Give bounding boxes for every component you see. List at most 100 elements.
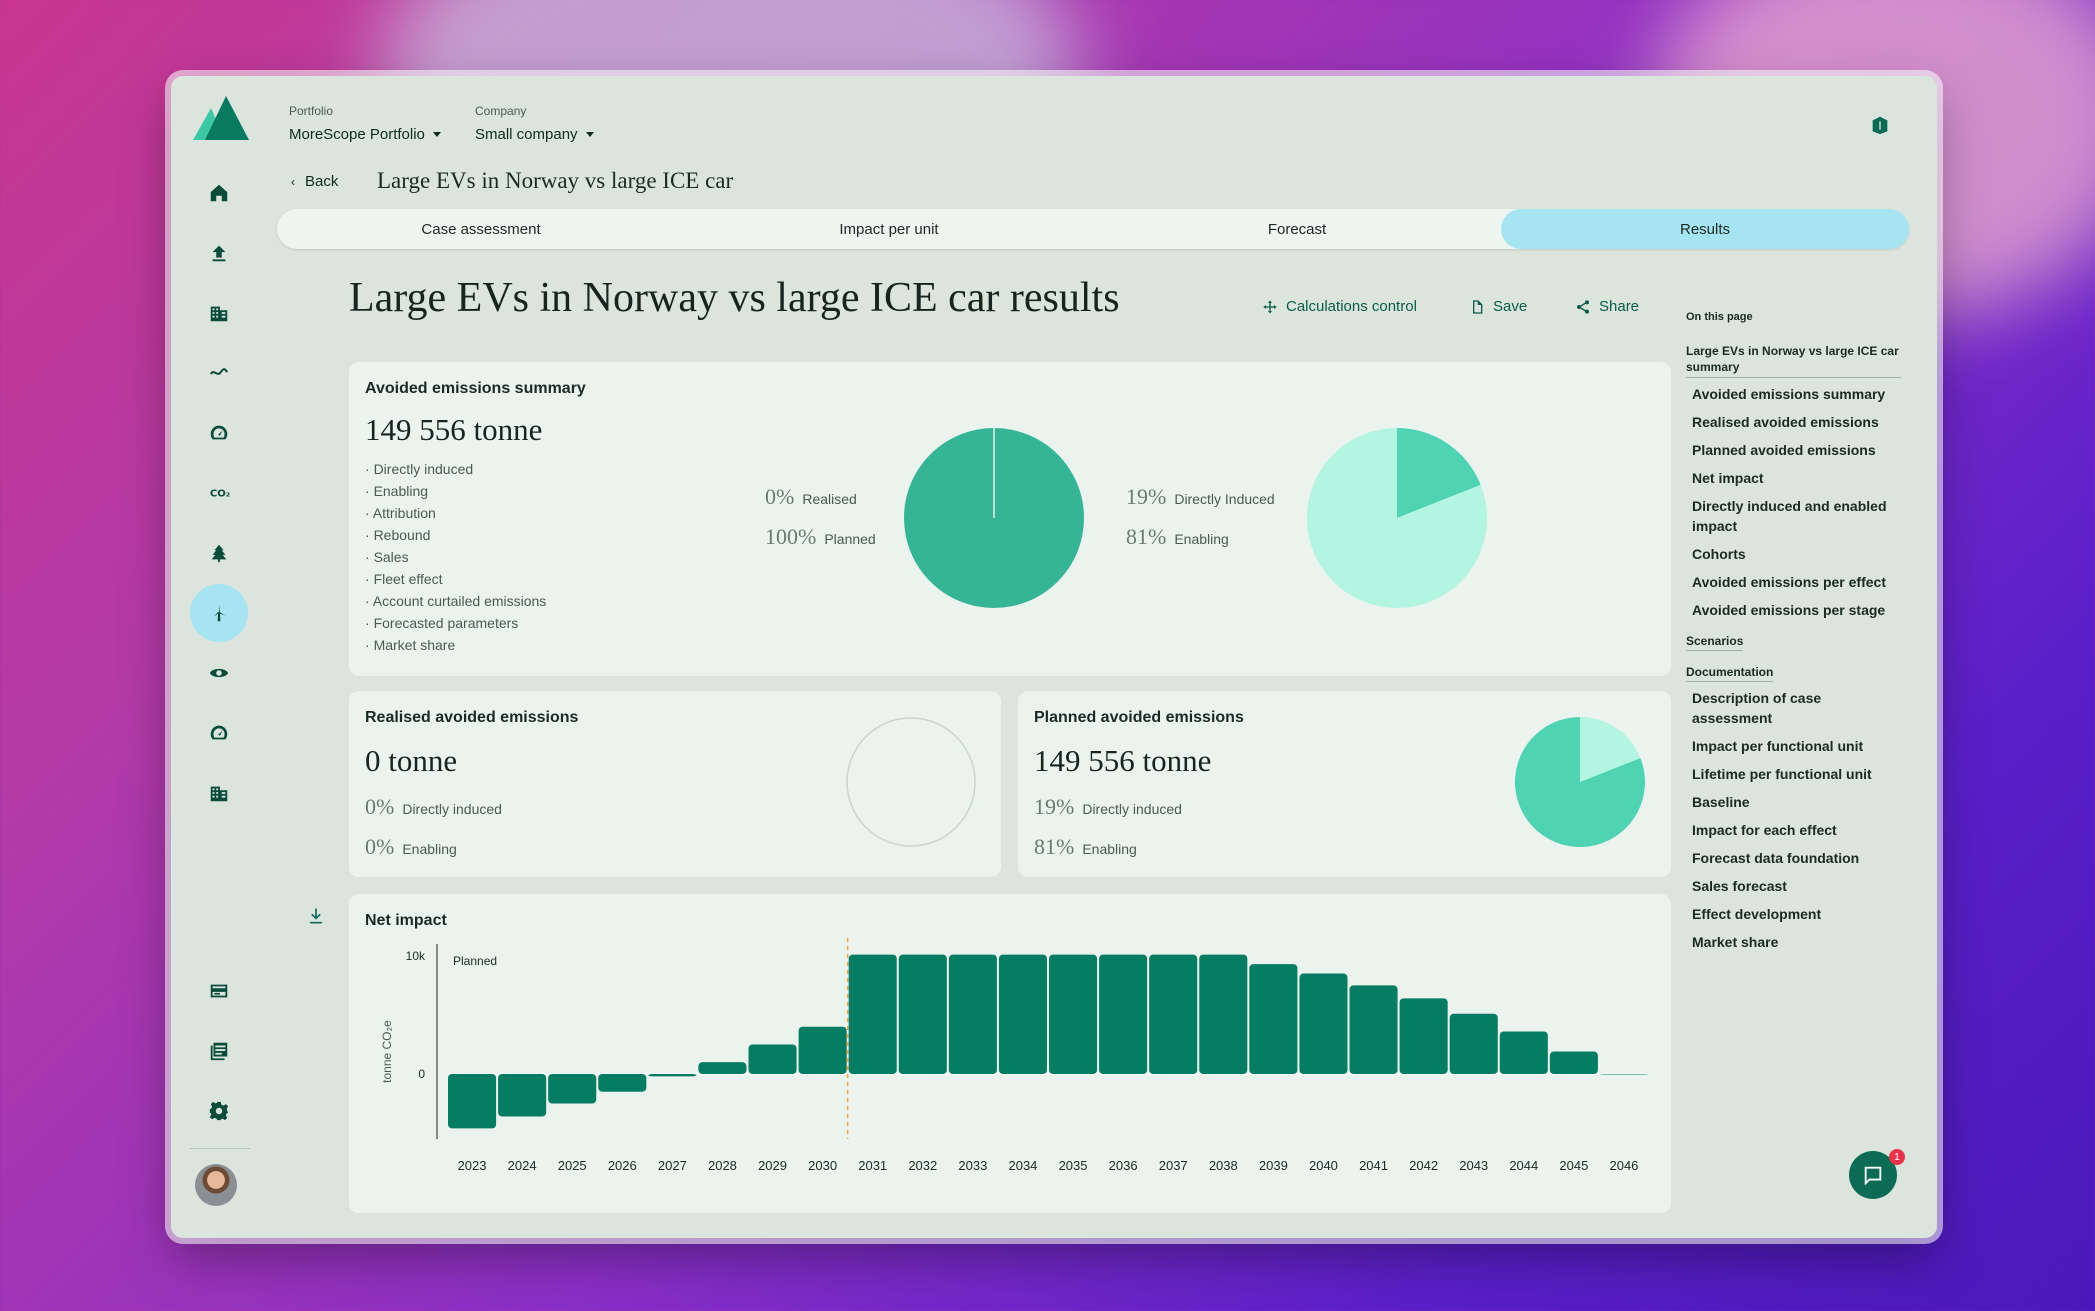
company-label: Company [475,104,527,118]
x-tick-label: 2034 [1008,1158,1037,1173]
logo-icon [193,96,249,140]
toc-item[interactable]: Lifetime per functional unit [1692,766,1872,782]
legend-label: Directly induced [402,801,502,817]
notebook-icon[interactable] [1869,114,1891,136]
rail-co2[interactable]: CO₂ [190,464,248,522]
toc-scenarios-link[interactable]: Scenarios [1686,634,1744,651]
rail-organisation[interactable] [190,764,248,822]
bar-2028[interactable] [698,1062,747,1074]
bar-2029[interactable] [748,1044,797,1074]
back-button[interactable]: ‹ Back [291,173,338,190]
bar-2030[interactable] [798,1026,847,1074]
calculations-control-button[interactable]: Calculations control [1262,298,1417,315]
toc-item[interactable]: Impact for each effect [1692,822,1837,838]
toc-item[interactable]: Avoided emissions summary [1692,386,1886,402]
toc-item[interactable]: Planned avoided emissions [1692,442,1876,458]
tab-results[interactable]: Results [1501,209,1909,249]
x-tick-label: 2037 [1159,1158,1188,1173]
bar-2023[interactable] [448,1074,497,1129]
toc-item[interactable]: Avoided emissions per stage [1692,602,1886,618]
legend-label: Planned [824,531,876,547]
list-item: Sales [365,546,546,568]
chevron-down-icon [432,132,441,137]
bar-2034[interactable] [998,954,1047,1074]
avatar[interactable] [195,1164,237,1206]
side-rail: CO₂ [171,76,276,1238]
toc-summary-link[interactable]: Large EVs in Norway vs large ICE car sum… [1686,343,1901,378]
download-icon[interactable] [306,906,326,926]
rail-upload[interactable] [190,224,248,282]
rail-trends[interactable] [190,344,248,402]
list-item: Account curtailed emissions [365,590,547,612]
company-selector[interactable]: Company Small company [475,104,594,143]
legend-pct: 0% [765,484,795,509]
toc-item[interactable]: Market share [1692,934,1779,950]
rail-billing[interactable] [190,962,248,1020]
toc-item[interactable]: Sales forecast [1692,878,1787,894]
toc-item[interactable]: Realised avoided emissions [1692,414,1879,430]
toc-item[interactable]: Forecast data foundation [1692,850,1860,866]
x-tick-label: 2033 [958,1158,987,1173]
legend-label: Enabling [1174,531,1229,547]
rail-nature[interactable] [190,524,248,582]
rail-energy[interactable] [190,584,248,642]
portfolio-selector[interactable]: Portfolio MoreScope Portfolio [289,104,441,143]
bar-2037[interactable] [1149,954,1198,1074]
toc-item[interactable]: Avoided emissions per effect [1692,574,1886,590]
legend-row: 81% Enabling [1126,524,1229,550]
toc-item[interactable]: Impact per functional unit [1692,738,1864,754]
legend-label: Directly induced [1082,801,1182,817]
building-icon [210,306,228,322]
card-icon [210,984,228,998]
x-tick-label: 2035 [1059,1158,1088,1173]
bar-2038[interactable] [1199,954,1248,1074]
tab-impact-per-unit[interactable]: Impact per unit [839,220,939,238]
bar-2039[interactable] [1249,964,1298,1074]
rail-settings[interactable] [190,1082,248,1140]
chat-icon [1864,1166,1882,1186]
bar-2032[interactable] [898,954,947,1074]
x-tick-label: 2027 [658,1158,687,1173]
rail-reports[interactable] [190,1022,248,1080]
bar-2041[interactable] [1349,985,1398,1074]
x-tick-label: 2046 [1609,1158,1638,1173]
rail-benchmark[interactable] [190,704,248,762]
bar-2042[interactable] [1399,998,1448,1074]
bar-2045[interactable] [1549,1051,1598,1074]
eye-icon [209,668,229,678]
tab-forecast[interactable]: Forecast [1267,220,1327,238]
bar-2027[interactable] [648,1074,697,1077]
rail-monitoring[interactable] [190,644,248,702]
bar-2026[interactable] [598,1074,647,1092]
rail-companies[interactable] [190,284,248,342]
toc-item[interactable]: Effect development [1692,906,1822,922]
bar-2033[interactable] [948,954,997,1074]
legend-row: 19% Directly induced [1034,794,1182,820]
bar-2025[interactable] [548,1074,597,1104]
bar-2040[interactable] [1299,973,1348,1074]
rail-home[interactable] [190,164,248,222]
toc-item[interactable]: Baseline [1692,794,1750,810]
bar-2043[interactable] [1449,1013,1498,1074]
toc-item[interactable]: Directly induced and enabled impact [1692,498,1887,534]
toc-documentation-link[interactable]: Documentation [1686,665,1774,682]
bar-2031[interactable] [848,954,897,1074]
tab-case-assessment[interactable]: Case assessment [421,220,541,238]
toc-item[interactable]: Cohorts [1692,546,1746,562]
share-button[interactable]: Share [1575,298,1639,315]
planned-total: 149 556 tonne [1034,743,1212,778]
x-tick-label: 2031 [858,1158,887,1173]
gauge-icon [210,725,228,740]
legend-row: 100% Planned [765,524,876,550]
bar-2024[interactable] [498,1074,547,1117]
toc-item[interactable]: Net impact [1692,470,1764,486]
realised-total: 0 tonne [365,743,458,778]
save-button[interactable]: Save [1469,298,1527,315]
toc-item[interactable]: Description of case assessment [1692,690,1822,726]
bar-2046[interactable] [1599,1074,1648,1075]
bar-2035[interactable] [1049,954,1098,1074]
x-tick-label: 2039 [1259,1158,1288,1173]
rail-performance[interactable] [190,404,248,462]
bar-2036[interactable] [1099,954,1148,1074]
bar-2044[interactable] [1499,1031,1548,1074]
